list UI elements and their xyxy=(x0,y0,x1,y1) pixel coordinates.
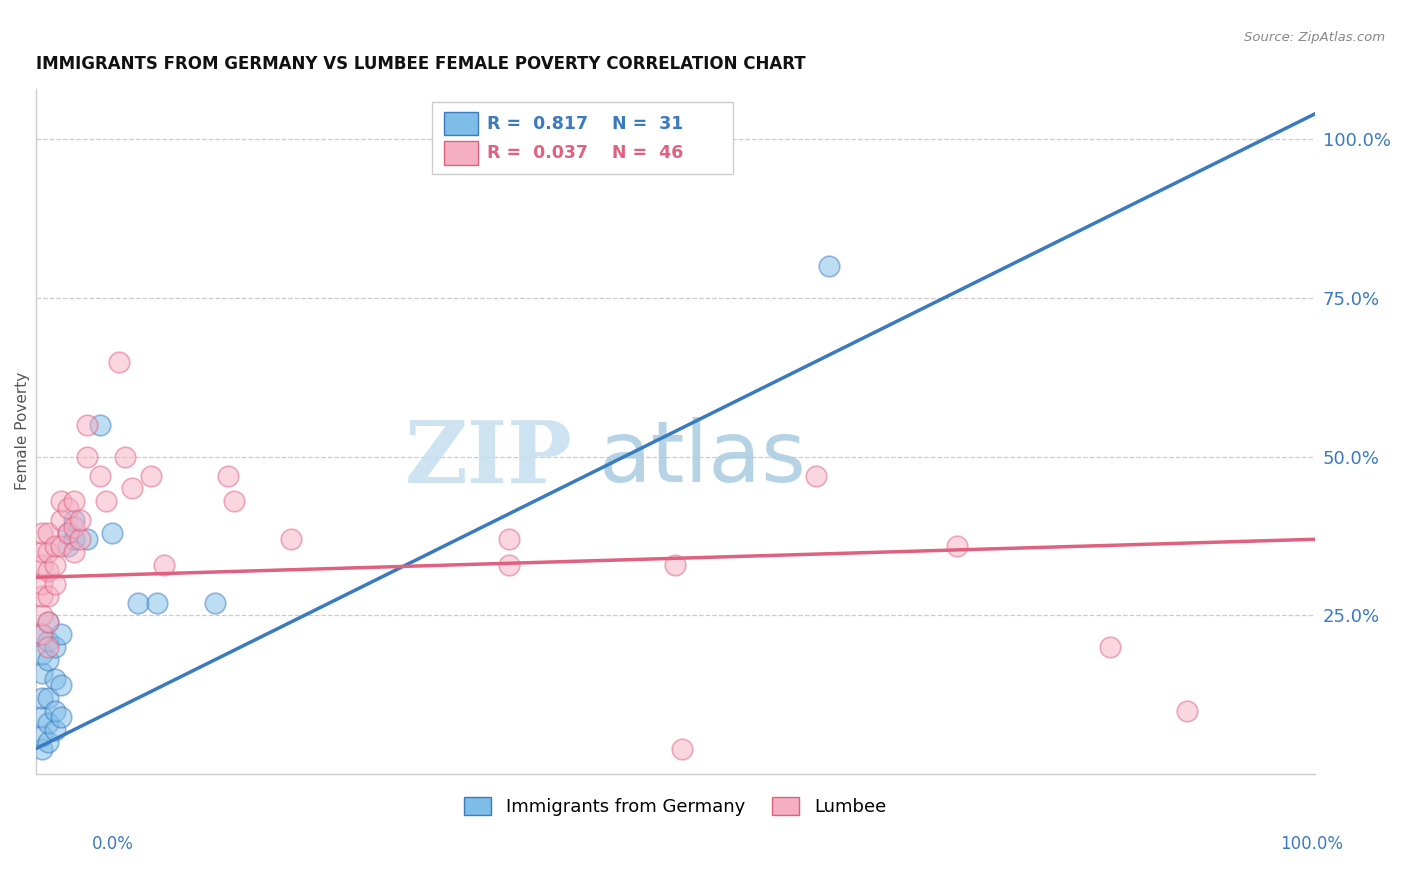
Point xyxy=(114,450,136,464)
Point xyxy=(37,545,59,559)
Point xyxy=(31,741,53,756)
Point xyxy=(31,558,53,572)
Point xyxy=(63,519,86,533)
Point xyxy=(217,468,239,483)
Point xyxy=(31,576,53,591)
Point xyxy=(804,468,827,483)
Point xyxy=(76,450,98,464)
Y-axis label: Female Poverty: Female Poverty xyxy=(15,372,30,491)
Point xyxy=(76,417,98,432)
Text: R =  0.037    N =  46: R = 0.037 N = 46 xyxy=(486,144,683,162)
Point xyxy=(44,704,66,718)
Point xyxy=(222,494,245,508)
Point xyxy=(31,690,53,705)
Point xyxy=(31,627,53,641)
Point xyxy=(127,596,149,610)
Point xyxy=(204,596,226,610)
Point xyxy=(31,665,53,680)
Point xyxy=(56,500,79,515)
Point xyxy=(69,533,91,547)
Point xyxy=(37,653,59,667)
Text: ZIP: ZIP xyxy=(405,417,572,500)
FancyBboxPatch shape xyxy=(432,103,733,174)
Point xyxy=(152,558,174,572)
Point xyxy=(121,482,143,496)
Text: 100.0%: 100.0% xyxy=(1279,835,1343,853)
Point xyxy=(51,494,73,508)
Point xyxy=(37,690,59,705)
Point xyxy=(51,513,73,527)
Point xyxy=(51,627,73,641)
Point xyxy=(44,558,66,572)
Text: IMMIGRANTS FROM GERMANY VS LUMBEE FEMALE POVERTY CORRELATION CHART: IMMIGRANTS FROM GERMANY VS LUMBEE FEMALE… xyxy=(35,55,806,73)
Point xyxy=(44,640,66,655)
Point xyxy=(1175,704,1198,718)
Point xyxy=(37,633,59,648)
FancyBboxPatch shape xyxy=(444,112,478,136)
Point xyxy=(51,678,73,692)
Point xyxy=(671,741,693,756)
Point xyxy=(44,539,66,553)
Point xyxy=(31,710,53,724)
Point xyxy=(69,513,91,527)
Point xyxy=(37,590,59,604)
Point xyxy=(31,608,53,623)
Point xyxy=(37,615,59,629)
Point xyxy=(664,558,686,572)
Point xyxy=(37,735,59,749)
Point xyxy=(63,533,86,547)
Point xyxy=(280,533,302,547)
Point xyxy=(89,468,111,483)
Point xyxy=(56,525,79,540)
Point xyxy=(37,640,59,655)
Point xyxy=(31,647,53,661)
Point xyxy=(63,513,86,527)
Text: atlas: atlas xyxy=(599,417,807,500)
Point xyxy=(31,590,53,604)
Point xyxy=(76,533,98,547)
Point xyxy=(44,576,66,591)
Point xyxy=(498,558,520,572)
Point xyxy=(498,533,520,547)
Point xyxy=(56,539,79,553)
Text: R =  0.817    N =  31: R = 0.817 N = 31 xyxy=(486,114,683,133)
Legend: Immigrants from Germany, Lumbee: Immigrants from Germany, Lumbee xyxy=(457,790,893,823)
Point xyxy=(31,545,53,559)
Point xyxy=(94,494,117,508)
Point xyxy=(51,539,73,553)
Point xyxy=(31,729,53,743)
Point xyxy=(44,672,66,686)
Point xyxy=(63,494,86,508)
Point xyxy=(37,525,59,540)
Text: Source: ZipAtlas.com: Source: ZipAtlas.com xyxy=(1244,31,1385,45)
Point xyxy=(945,539,967,553)
Point xyxy=(101,525,124,540)
Point xyxy=(37,564,59,578)
Point xyxy=(37,615,59,629)
Text: 0.0%: 0.0% xyxy=(91,835,134,853)
Point xyxy=(51,710,73,724)
Point xyxy=(146,596,169,610)
Point xyxy=(89,417,111,432)
Point xyxy=(31,627,53,641)
Point xyxy=(56,525,79,540)
Point xyxy=(31,525,53,540)
Point xyxy=(1098,640,1121,655)
FancyBboxPatch shape xyxy=(444,141,478,165)
Point xyxy=(63,545,86,559)
Point xyxy=(108,354,131,368)
Point xyxy=(817,260,839,274)
Point xyxy=(37,716,59,731)
Point xyxy=(139,468,162,483)
Point xyxy=(44,723,66,737)
